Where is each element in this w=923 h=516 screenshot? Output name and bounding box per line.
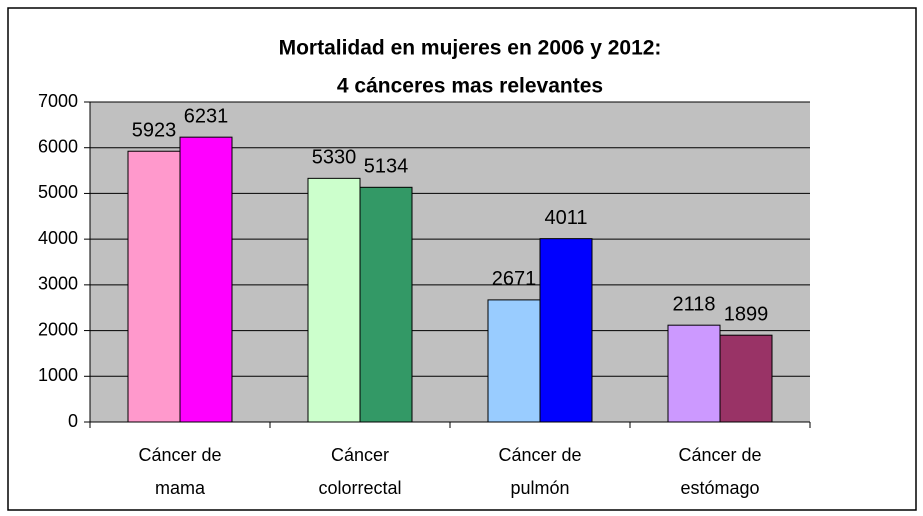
x-tick-label: mama — [155, 478, 206, 498]
y-tick-label: 5000 — [38, 182, 78, 202]
bar — [127, 150, 181, 423]
bar — [719, 334, 773, 423]
x-tick-label: Cáncer de — [138, 445, 221, 465]
x-tick-label: colorrectal — [318, 478, 401, 498]
x-tick-label: Cáncer — [331, 445, 389, 465]
y-tick-label: 1000 — [38, 365, 78, 385]
bar — [539, 238, 593, 423]
y-tick-label: 7000 — [38, 91, 78, 111]
y-tick-label: 0 — [68, 411, 78, 431]
value-label: 6231 — [184, 105, 229, 127]
bar — [307, 177, 361, 423]
value-label: 2118 — [672, 293, 715, 315]
y-tick-label: 3000 — [38, 274, 78, 294]
x-tick-label: pulmón — [510, 478, 569, 498]
y-tick-label: 4000 — [38, 228, 78, 248]
bar — [487, 299, 541, 423]
value-label: 5330 — [312, 147, 357, 169]
value-label: 1899 — [724, 303, 769, 325]
chart-title: 4 cánceres mas relevantes — [337, 75, 603, 98]
value-label: 4011 — [544, 207, 587, 229]
bar — [179, 136, 233, 423]
y-tick-label: 6000 — [38, 136, 78, 156]
x-tick-label: Cáncer de — [678, 445, 761, 465]
bar — [667, 324, 721, 423]
value-label: 2671 — [492, 268, 537, 290]
x-tick-label: Cáncer de — [498, 445, 581, 465]
y-tick-label: 2000 — [38, 319, 78, 339]
x-tick-label: estómago — [680, 478, 759, 498]
value-label: 5923 — [132, 120, 177, 142]
value-label: 5134 — [364, 156, 409, 178]
chart-title: Mortalidad en mujeres en 2006 y 2012: — [279, 37, 662, 60]
bar — [359, 186, 413, 423]
